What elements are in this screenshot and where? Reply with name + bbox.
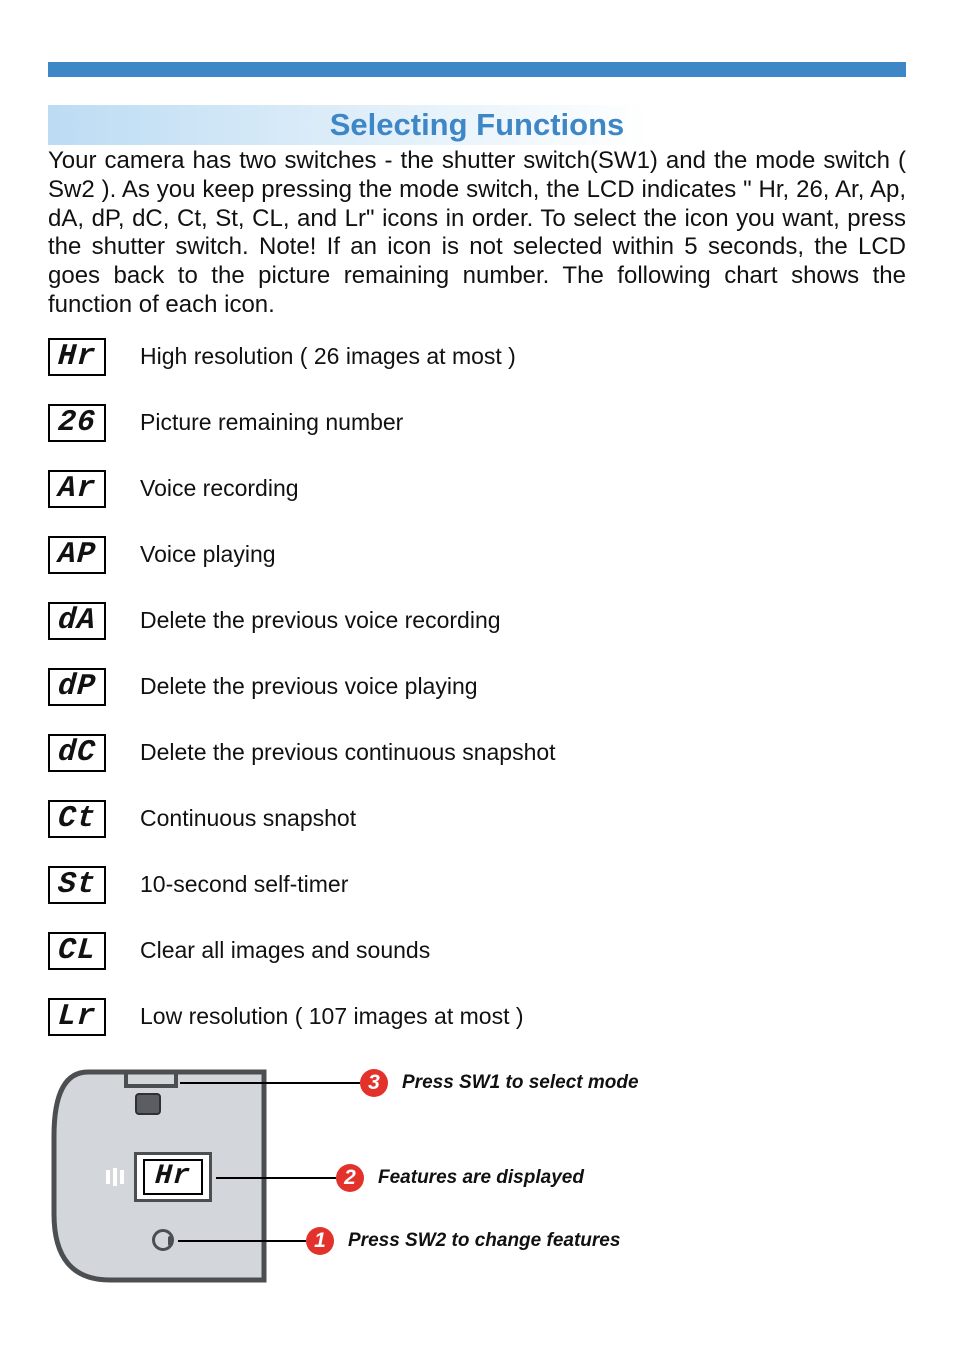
- callout: 1 Press SW2 to change features: [306, 1227, 620, 1255]
- camera-diagram: Hr 3 Press SW1 to select mode 2 Features…: [48, 1064, 748, 1294]
- lcd-code: dA: [57, 606, 97, 636]
- callout-text: Press SW2 to change features: [348, 1230, 620, 1252]
- lcd-code: Lr: [57, 1002, 97, 1032]
- title-banner: Selecting Functions: [48, 105, 906, 145]
- icon-description: Continuous snapshot: [140, 805, 356, 832]
- lcd-code: AP: [57, 540, 97, 570]
- lcd-code: CL: [57, 936, 97, 966]
- lcd-code: Ar: [57, 474, 97, 504]
- lcd-icon: Hr: [48, 338, 106, 376]
- lcd-code: dP: [57, 672, 97, 702]
- lcd-icon: Hr: [143, 1159, 203, 1195]
- lcd-icon: AP: [48, 536, 106, 574]
- icon-row: Lr Low resolution ( 107 images at most ): [48, 998, 906, 1036]
- leader-line: [180, 1082, 360, 1084]
- lcd-code: 26: [57, 408, 97, 438]
- icon-row: dP Delete the previous voice playing: [48, 668, 906, 706]
- icon-description: Clear all images and sounds: [140, 937, 430, 964]
- icon-row: Ct Continuous snapshot: [48, 800, 906, 838]
- leader-line: [216, 1177, 336, 1179]
- icon-row: AP Voice playing: [48, 536, 906, 574]
- icon-function-list: Hr High resolution ( 26 images at most )…: [48, 338, 906, 1036]
- lcd-code: Hr: [154, 1163, 192, 1191]
- callout-number-icon: 1: [306, 1227, 334, 1255]
- sw1-shutter-button-icon: [135, 1093, 161, 1115]
- icon-description: Delete the previous voice playing: [140, 673, 478, 700]
- icon-row: Hr High resolution ( 26 images at most ): [48, 338, 906, 376]
- icon-description: Delete the previous voice recording: [140, 607, 501, 634]
- lcd-icon: Ar: [48, 470, 106, 508]
- lcd-code: dC: [57, 738, 97, 768]
- top-accent-bar: [48, 62, 906, 77]
- icon-description: High resolution ( 26 images at most ): [140, 343, 516, 370]
- sw2-mode-button-icon: [152, 1229, 174, 1251]
- lcd-icon: Lr: [48, 998, 106, 1036]
- callout: 3 Press SW1 to select mode: [360, 1069, 639, 1097]
- lcd-icon: St: [48, 866, 106, 904]
- microphone-icon: [106, 1168, 124, 1186]
- lcd-icon: dA: [48, 602, 106, 640]
- icon-description: Low resolution ( 107 images at most ): [140, 1003, 524, 1030]
- lcd-icon: 26: [48, 404, 106, 442]
- leader-line: [178, 1240, 306, 1242]
- callout-number-icon: 3: [360, 1069, 388, 1097]
- callout-number-icon: 2: [336, 1164, 364, 1192]
- icon-row: St 10-second self-timer: [48, 866, 906, 904]
- icon-description: Voice playing: [140, 541, 276, 568]
- page: Selecting Functions Your camera has two …: [0, 0, 954, 1334]
- lcd-icon: dC: [48, 734, 106, 772]
- intro-paragraph: Your camera has two switches - the shutt…: [48, 147, 906, 320]
- icon-row: 26 Picture remaining number: [48, 404, 906, 442]
- icon-row: dC Delete the previous continuous snapsh…: [48, 734, 906, 772]
- icon-row: Ar Voice recording: [48, 470, 906, 508]
- lcd-code: St: [57, 870, 97, 900]
- icon-row: CL Clear all images and sounds: [48, 932, 906, 970]
- icon-description: Picture remaining number: [140, 409, 403, 436]
- page-title: Selecting Functions: [48, 107, 906, 143]
- lcd-code: Ct: [57, 804, 97, 834]
- icon-description: Voice recording: [140, 475, 299, 502]
- lcd-code: Hr: [57, 342, 97, 372]
- lcd-icon: Ct: [48, 800, 106, 838]
- icon-description: 10-second self-timer: [140, 871, 348, 898]
- callout-text: Features are displayed: [378, 1167, 584, 1189]
- camera-lcd-frame: Hr: [134, 1152, 212, 1202]
- lcd-icon: CL: [48, 932, 106, 970]
- lcd-icon: dP: [48, 668, 106, 706]
- callout-text: Press SW1 to select mode: [402, 1072, 639, 1094]
- icon-row: dA Delete the previous voice recording: [48, 602, 906, 640]
- callout: 2 Features are displayed: [336, 1164, 584, 1192]
- icon-description: Delete the previous continuous snapshot: [140, 739, 556, 766]
